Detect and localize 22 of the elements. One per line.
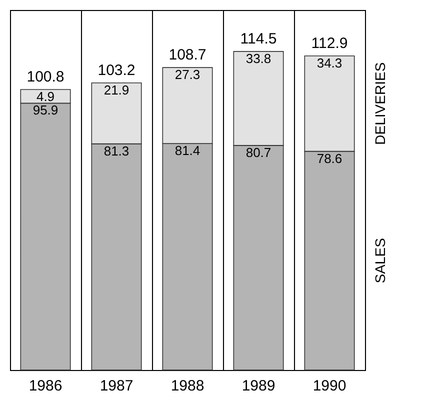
data-label: 4.9 <box>36 89 55 104</box>
x-tick-label: 1986 <box>28 378 62 394</box>
x-tick-label: 1988 <box>170 378 204 394</box>
data-label: 21.9 <box>104 82 130 98</box>
text: SALES <box>372 238 388 284</box>
data-label: 27.3 <box>174 67 200 82</box>
total-label: 103.2 <box>98 62 136 79</box>
x-tick-label: 1990 <box>312 378 346 394</box>
data-label: 81.3 <box>104 143 130 158</box>
x-tick-label: 1989 <box>242 378 276 394</box>
text: DELIVERIES <box>372 62 388 145</box>
data-label: 78.6 <box>316 150 342 166</box>
data-label: 33.8 <box>246 50 272 66</box>
data-label: 95.9 <box>32 102 58 118</box>
total-label: 114.5 <box>240 30 277 48</box>
total-label: 112.9 <box>311 34 348 52</box>
total-label: 108.7 <box>168 46 206 64</box>
data-label: 81.4 <box>174 143 200 158</box>
data-label: 80.7 <box>246 144 272 160</box>
data-label: 34.3 <box>316 55 342 70</box>
total-label: 100.8 <box>26 68 64 86</box>
x-tick-label: 1987 <box>100 378 134 394</box>
